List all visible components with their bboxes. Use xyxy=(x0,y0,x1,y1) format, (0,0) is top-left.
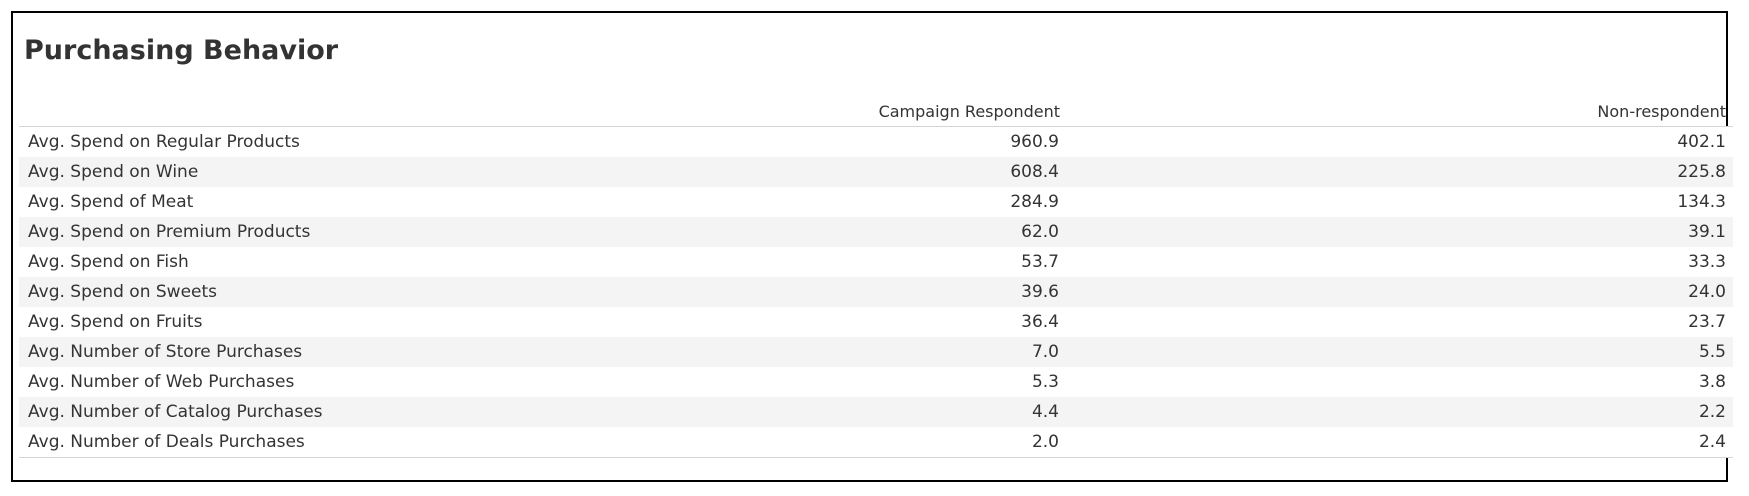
cell-campaign-respondent: 62.0 xyxy=(1021,222,1059,242)
column-header-campaign-respondent[interactable]: Campaign Respondent xyxy=(878,102,1060,121)
cell-non-respondent: 225.8 xyxy=(1677,162,1726,182)
row-label: Avg. Spend on Wine xyxy=(28,162,199,182)
cell-campaign-respondent: 36.4 xyxy=(1021,312,1059,332)
row-label: Avg. Spend on Fish xyxy=(28,252,189,272)
table-row[interactable]: Avg. Spend on Sweets 39.6 24.0 xyxy=(19,277,1733,307)
cell-non-respondent: 33.3 xyxy=(1688,252,1726,272)
data-table: Campaign Respondent Non-respondent Avg. … xyxy=(19,91,1733,458)
cell-campaign-respondent: 7.0 xyxy=(1031,342,1059,362)
row-label: Avg. Number of Store Purchases xyxy=(28,342,303,362)
cell-non-respondent: 23.7 xyxy=(1688,312,1726,332)
cell-non-respondent: 402.1 xyxy=(1677,132,1726,152)
cell-non-respondent: 2.4 xyxy=(1698,432,1726,452)
cell-campaign-respondent: 960.9 xyxy=(1010,132,1059,152)
row-label: Avg. Number of Catalog Purchases xyxy=(28,402,323,422)
row-label: Avg. Spend on Fruits xyxy=(28,312,203,332)
table-row[interactable]: Avg. Number of Web Purchases 5.3 3.8 xyxy=(19,367,1733,397)
row-label: Avg. Spend on Regular Products xyxy=(28,132,300,152)
table-row[interactable]: Avg. Spend on Wine 608.4 225.8 xyxy=(19,157,1733,187)
row-label: Avg. Spend on Sweets xyxy=(28,282,218,302)
column-header-non-respondent[interactable]: Non-respondent xyxy=(1597,102,1726,121)
cell-campaign-respondent: 284.9 xyxy=(1010,192,1059,212)
cell-non-respondent: 24.0 xyxy=(1688,282,1726,302)
table-body: Avg. Spend on Regular Products 960.9 402.1… xyxy=(19,127,1733,458)
cell-non-respondent: 2.2 xyxy=(1698,402,1726,422)
row-label: Avg. Spend of Meat xyxy=(28,192,194,212)
table-row[interactable]: Avg. Number of Catalog Purchases 4.4 2.2 xyxy=(19,397,1733,427)
cell-campaign-respondent: 2.0 xyxy=(1031,432,1059,452)
table-row[interactable]: Avg. Spend on Fish 53.7 33.3 xyxy=(19,247,1733,277)
cell-campaign-respondent: 4.4 xyxy=(1031,402,1059,422)
table-row[interactable]: Avg. Spend on Premium Products 62.0 39.1 xyxy=(19,217,1733,247)
chart-frame: Purchasing Behavior Campaign Respondent … xyxy=(11,11,1733,482)
cell-campaign-respondent: 53.7 xyxy=(1021,252,1059,272)
row-label: Avg. Number of Deals Purchases xyxy=(28,432,305,452)
cell-non-respondent: 3.8 xyxy=(1698,372,1726,392)
row-label: Avg. Spend on Premium Products xyxy=(28,222,311,242)
cell-campaign-respondent: 5.3 xyxy=(1031,372,1059,392)
cell-non-respondent: 5.5 xyxy=(1698,342,1726,362)
chart-title: Purchasing Behavior xyxy=(24,35,339,66)
table-header: Campaign Respondent Non-respondent xyxy=(19,91,1733,127)
table-row[interactable]: Avg. Spend on Regular Products 960.9 402.1 xyxy=(19,127,1733,157)
table-row[interactable]: Avg. Spend on Fruits 36.4 23.7 xyxy=(19,307,1733,337)
row-label: Avg. Number of Web Purchases xyxy=(28,372,295,392)
table-row[interactable]: Avg. Number of Store Purchases 7.0 5.5 xyxy=(19,337,1733,367)
cell-non-respondent: 39.1 xyxy=(1688,222,1726,242)
cell-campaign-respondent: 39.6 xyxy=(1021,282,1059,302)
cell-non-respondent: 134.3 xyxy=(1677,192,1726,212)
cell-campaign-respondent: 608.4 xyxy=(1010,162,1059,182)
table-row[interactable]: Avg. Spend of Meat 284.9 134.3 xyxy=(19,187,1733,217)
table-row[interactable]: Avg. Number of Deals Purchases 2.0 2.4 xyxy=(19,427,1733,457)
